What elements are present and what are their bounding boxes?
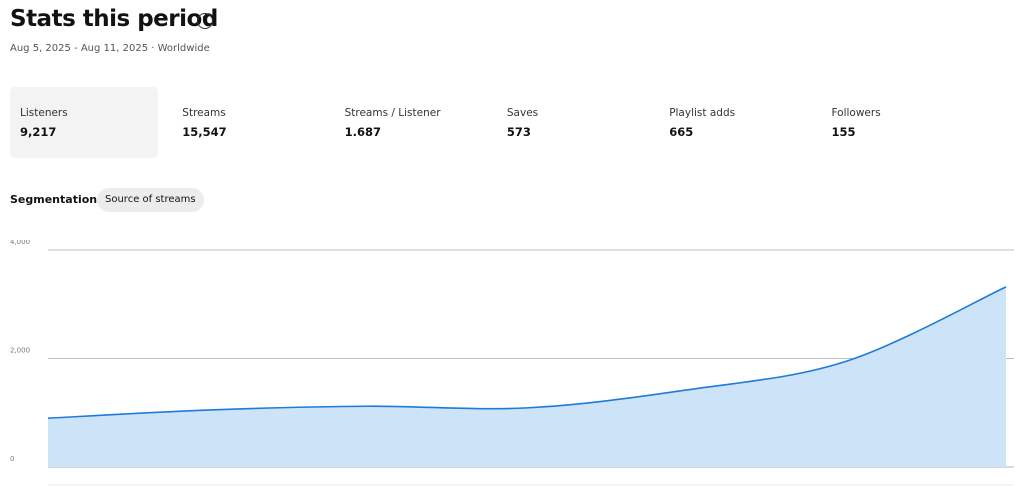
y-tick-label: 4,000 — [10, 240, 30, 246]
stat-label: Streams / Listener — [344, 107, 441, 119]
stat-value: 155 — [831, 125, 856, 139]
stat-card[interactable]: Streams 15,547 — [172, 87, 320, 158]
y-tick-label: 0 — [10, 455, 14, 463]
stat-card[interactable]: Saves 573 — [497, 87, 645, 158]
stat-card[interactable]: Playlist adds 665 — [659, 87, 807, 158]
stat-label: Streams — [182, 107, 226, 119]
stat-value: 15,547 — [182, 125, 227, 139]
chart: 0 2,000 4,000 — [10, 240, 1014, 486]
stat-label: Playlist adds — [669, 107, 736, 119]
stat-value: 573 — [506, 125, 531, 139]
y-tick-label: 2,000 — [10, 347, 30, 355]
line — [47, 286, 1007, 419]
page-title: Stats this period — [10, 6, 218, 32]
segmentation-label: Segmentation — [10, 193, 98, 206]
help-icon[interactable]: ? — [197, 13, 213, 29]
area-fill — [48, 286, 1006, 467]
stat-card[interactable]: Listeners 9,217 — [10, 87, 158, 158]
stat-card[interactable]: Streams / Listener 1.687 — [335, 87, 483, 158]
stat-value: 9,217 — [20, 125, 57, 139]
subtitle: Aug 5, 2025 - Aug 11, 2025 · Worldwide — [10, 43, 210, 54]
segment-chip[interactable]: Source of streams — [97, 188, 204, 212]
stat-card[interactable]: Followers 155 — [822, 87, 970, 158]
stat-label: Saves — [506, 107, 539, 119]
stat-value: 1.687 — [344, 125, 381, 139]
stat-label: Followers — [831, 107, 881, 119]
stat-label: Listeners — [20, 107, 68, 119]
stat-value: 665 — [669, 125, 694, 139]
